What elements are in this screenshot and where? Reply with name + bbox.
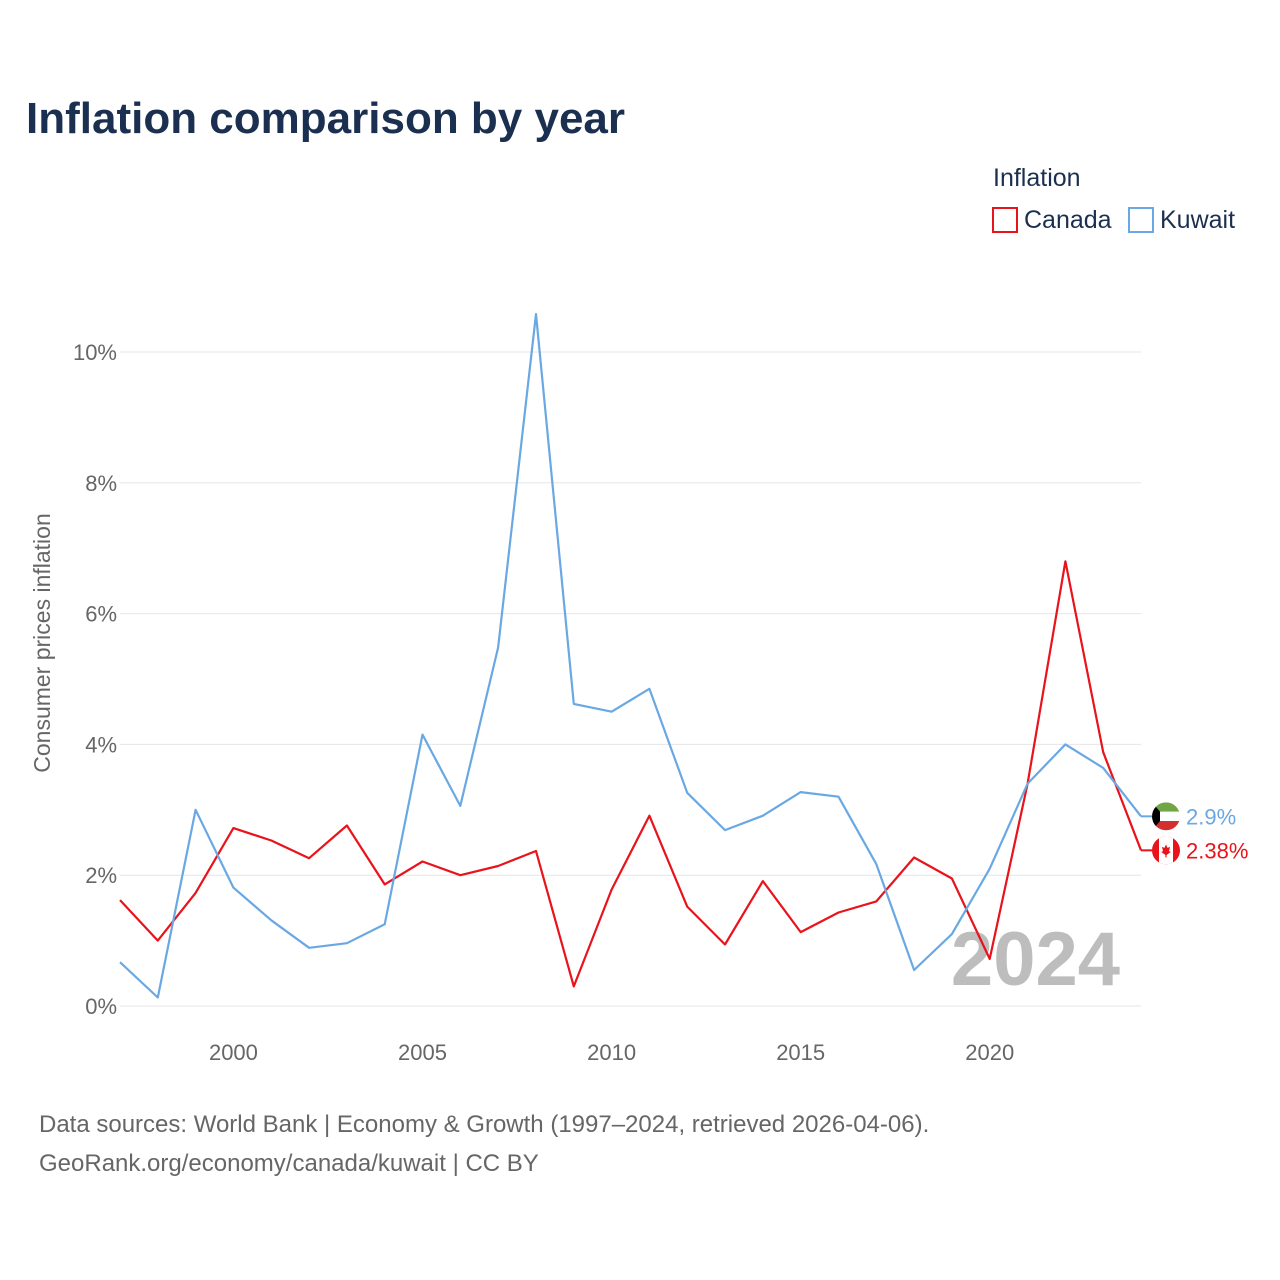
- x-tick-label: 2020: [965, 1040, 1014, 1065]
- legend-item-canada[interactable]: Canada: [992, 206, 1112, 234]
- series-line-canada: [119, 560, 1143, 988]
- year-watermark: 2024: [951, 917, 1120, 1002]
- y-tick-label: 0%: [85, 994, 117, 1019]
- y-tick-label: 6%: [85, 602, 117, 627]
- legend-title: Inflation: [993, 164, 1081, 192]
- kuwait-end-label: 2.9%: [1186, 804, 1236, 829]
- end-markers: 2.9% 2.38%: [1141, 802, 1248, 865]
- legend-label-canada: Canada: [1024, 206, 1112, 234]
- legend-swatch-kuwait: [1128, 207, 1154, 233]
- series-lines: [119, 313, 1143, 999]
- y-axis-label: Consumer prices inflation: [29, 513, 55, 773]
- kuwait-flag-icon: [1152, 802, 1180, 831]
- canada-end-label: 2.38%: [1186, 838, 1248, 863]
- legend-swatch-canada: [992, 207, 1018, 233]
- legend-item-kuwait[interactable]: Kuwait: [1128, 206, 1235, 234]
- y-axis-ticks: 0% 2% 4% 6% 8% 10%: [73, 340, 117, 1019]
- series-line-kuwait: [119, 313, 1142, 999]
- x-tick-label: 2005: [398, 1040, 447, 1065]
- y-tick-label: 8%: [85, 471, 117, 496]
- gridlines: [120, 351, 1141, 1007]
- y-tick-label: 10%: [73, 340, 117, 365]
- canada-flag-icon: [1152, 836, 1180, 865]
- x-axis-ticks: 2000 2005 2010 2015 2020: [209, 1040, 1014, 1065]
- y-tick-label: 4%: [85, 732, 117, 757]
- x-tick-label: 2015: [776, 1040, 825, 1065]
- y-tick-label: 2%: [85, 863, 117, 888]
- attribution-link[interactable]: GeoRank.org/economy/canada/kuwait | CC B…: [39, 1150, 539, 1177]
- x-tick-label: 2000: [209, 1040, 258, 1065]
- source-note: Data sources: World Bank | Economy & Gro…: [39, 1111, 929, 1138]
- chart-title: Inflation comparison by year: [26, 94, 625, 143]
- legend-label-kuwait: Kuwait: [1160, 206, 1235, 234]
- x-tick-label: 2010: [587, 1040, 636, 1065]
- legend[interactable]: Inflation Canada Kuwait: [992, 164, 1235, 234]
